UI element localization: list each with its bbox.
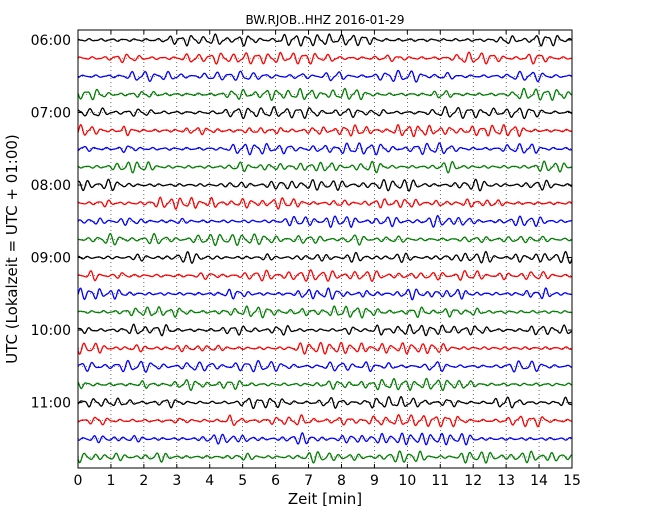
seismogram-trace <box>77 196 573 210</box>
x-tick-label: 2 <box>139 473 148 489</box>
x-tick-label: 1 <box>106 473 115 489</box>
x-tick-label: 9 <box>370 473 379 489</box>
plot-frame <box>77 29 573 469</box>
x-tick-label: 8 <box>337 473 346 489</box>
seismogram-trace <box>77 142 573 156</box>
plot-area <box>78 30 572 468</box>
seismogram-trace <box>77 51 573 65</box>
seismogram-trace <box>77 305 573 319</box>
seismogram-trace <box>77 450 573 464</box>
seismogram-trace <box>77 287 573 301</box>
seismogram-trace <box>77 123 573 138</box>
x-tick-label: 6 <box>271 473 280 489</box>
x-axis-label: Zeit [min] <box>288 490 362 508</box>
trace-group <box>77 33 573 464</box>
seismogram-trace <box>77 377 573 392</box>
x-tick-label: 7 <box>304 473 313 489</box>
y-axis: 06:00 07:00 08:00 09:00 10:00 11:00 <box>31 33 572 412</box>
seismogram-trace <box>77 232 573 247</box>
seismogram-trace <box>77 323 573 337</box>
chart-title: BW.RJOB..HHZ 2016-01-29 <box>245 13 404 27</box>
x-tick-label: 10 <box>398 473 416 489</box>
x-tick-label: 11 <box>431 473 449 489</box>
x-tick-label: 4 <box>205 473 214 489</box>
seismogram-trace <box>77 269 573 282</box>
y-tick-label: 07:00 <box>31 106 71 122</box>
y-tick-label: 11:00 <box>31 396 71 412</box>
x-tick-label: 14 <box>530 473 548 489</box>
seismogram-trace <box>77 214 573 229</box>
y-axis-label: UTC (Lokalzeit = UTC + 01:00) <box>3 134 21 364</box>
y-tick-label: 08:00 <box>31 178 71 194</box>
seismogram-trace <box>77 105 573 120</box>
seismogram-trace <box>77 178 573 192</box>
seismogram-trace <box>77 250 573 264</box>
y-tick-label: 06:00 <box>31 33 71 49</box>
x-tick-label: 3 <box>172 473 181 489</box>
x-tick-label: 5 <box>238 473 247 489</box>
seismogram-trace <box>77 432 573 446</box>
seismogram-trace <box>77 33 573 47</box>
seismogram-trace <box>77 160 573 174</box>
x-tick-label: 13 <box>497 473 515 489</box>
seismogram-trace <box>77 341 573 356</box>
seismogram-trace <box>77 359 573 373</box>
seismogram-trace <box>77 87 573 102</box>
seismogram-trace <box>77 413 573 428</box>
seismogram-trace <box>77 69 573 83</box>
x-tick-label: 12 <box>464 473 482 489</box>
y-tick-label: 09:00 <box>31 251 71 267</box>
x-tick-label: 15 <box>563 473 581 489</box>
x-axis: 0 1 2 3 4 5 6 7 8 9 10 11 12 13 14 15 <box>74 30 581 489</box>
x-tick-label: 0 <box>74 473 83 489</box>
seismogram-trace <box>77 395 573 410</box>
y-tick-label: 10:00 <box>31 323 71 339</box>
